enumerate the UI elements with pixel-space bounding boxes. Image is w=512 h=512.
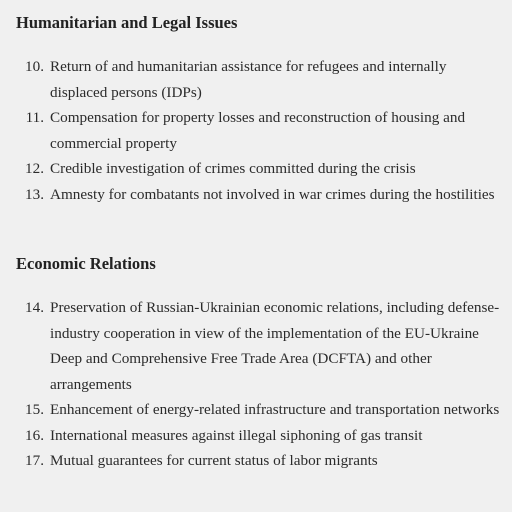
item-number: 17. [25, 452, 44, 469]
list-item: 14. Preservation of Russian-Ukrainian ec… [16, 295, 502, 397]
list-item: 16. International measures against illeg… [16, 423, 502, 449]
numbered-list: 10. Return of and humanitarian assistanc… [16, 54, 502, 207]
item-number: 13. [25, 185, 44, 203]
item-number: 14. [25, 299, 44, 316]
section-heading: Economic Relations [16, 254, 156, 273]
item-number: 12. [25, 160, 44, 177]
list-item: 17. Mutual guarantees for current status… [16, 448, 502, 474]
list-item: 12. Credible investigation of crimes com… [16, 156, 502, 182]
item-text: International measures against illegal s… [50, 426, 423, 444]
item-number: 11. [25, 109, 44, 126]
item-number: 10. [25, 58, 44, 75]
item-number: 15. [25, 401, 44, 418]
item-number: 16. [25, 426, 44, 444]
item-text: Enhancement of energy-related infrastruc… [50, 401, 500, 418]
numbered-list: 14. Preservation of Russian-Ukrainian ec… [16, 295, 502, 474]
item-text: Credible investigation of crimes committ… [50, 160, 416, 177]
section-heading: Humanitarian and Legal Issues [16, 13, 238, 32]
list-item: 15. Enhancement of energy-related infras… [16, 397, 502, 423]
item-text: Compensation for property losses and rec… [50, 109, 466, 152]
list-item: 11. Compensation for property losses and… [16, 105, 502, 156]
section-economic-relations: Economic Relations 14. Preservation of R… [16, 253, 502, 474]
list-item: 13. Amnesty for combatants not involved … [16, 182, 502, 208]
item-text: Mutual guarantees for current status of … [50, 452, 378, 469]
list-item: 10. Return of and humanitarian assistanc… [16, 54, 502, 105]
section-humanitarian-legal: Humanitarian and Legal Issues 10. Return… [16, 12, 502, 207]
item-text: Return of and humanitarian assistance fo… [50, 58, 447, 101]
item-text: Preservation of Russian-Ukrainian econom… [50, 299, 500, 393]
item-text: Amnesty for combatants not involved in w… [50, 185, 495, 203]
